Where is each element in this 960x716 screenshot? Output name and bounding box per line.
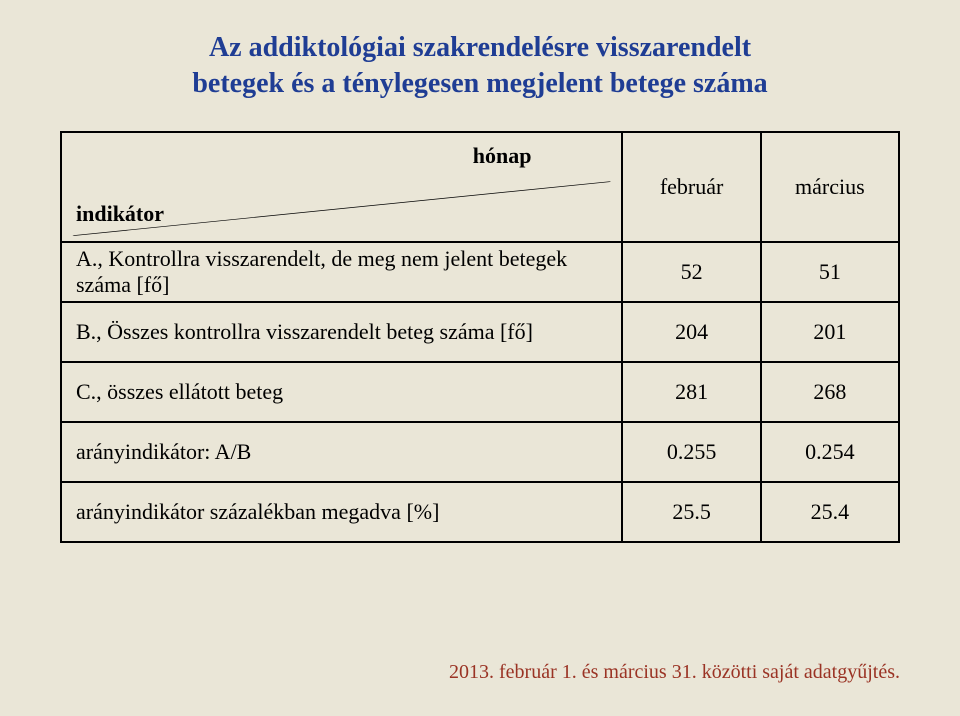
title-line-2: betegek és a ténylegesen megjelent beteg… [60,66,900,102]
row-value-m1: 52 [622,242,760,302]
title-line-1: Az addiktológiai szakrendelésre visszare… [60,30,900,66]
row-value-m1: 281 [622,362,760,422]
header-cell-month1: február [622,132,760,242]
row-value-m2: 268 [761,362,899,422]
table-row: C., összes ellátott beteg 281 268 [61,362,899,422]
table-header-row: hónap indikátor február március [61,132,899,242]
row-value-m1: 0.255 [622,422,760,482]
row-label: arányindikátor: A/B [61,422,622,482]
table-row: arányindikátor: A/B 0.255 0.254 [61,422,899,482]
data-table: hónap indikátor február március A., Kont… [60,131,900,543]
row-value-m2: 201 [761,302,899,362]
row-label: A., Kontrollra visszarendelt, de meg nem… [61,242,622,302]
row-value-m2: 51 [761,242,899,302]
header-split-cell: hónap indikátor [62,133,621,241]
slide: Az addiktológiai szakrendelésre visszare… [0,0,960,716]
table-row: arányindikátor százalékban megadva [%] 2… [61,482,899,542]
row-value-m2: 25.4 [761,482,899,542]
row-label: B., Összes kontrollra visszarendelt bete… [61,302,622,362]
header-label-indicator: indikátor [76,201,164,227]
row-value-m2: 0.254 [761,422,899,482]
table-row: B., Összes kontrollra visszarendelt bete… [61,302,899,362]
row-value-m1: 204 [622,302,760,362]
table-row: A., Kontrollra visszarendelt, de meg nem… [61,242,899,302]
row-label: C., összes ellátott beteg [61,362,622,422]
row-value-m1: 25.5 [622,482,760,542]
page-title: Az addiktológiai szakrendelésre visszare… [60,30,900,103]
header-cell-indicator: hónap indikátor [61,132,622,242]
header-label-month: hónap [473,143,532,169]
footnote: 2013. február 1. és március 31. közötti … [449,661,900,684]
header-cell-month2: március [761,132,899,242]
row-label: arányindikátor százalékban megadva [%] [61,482,622,542]
